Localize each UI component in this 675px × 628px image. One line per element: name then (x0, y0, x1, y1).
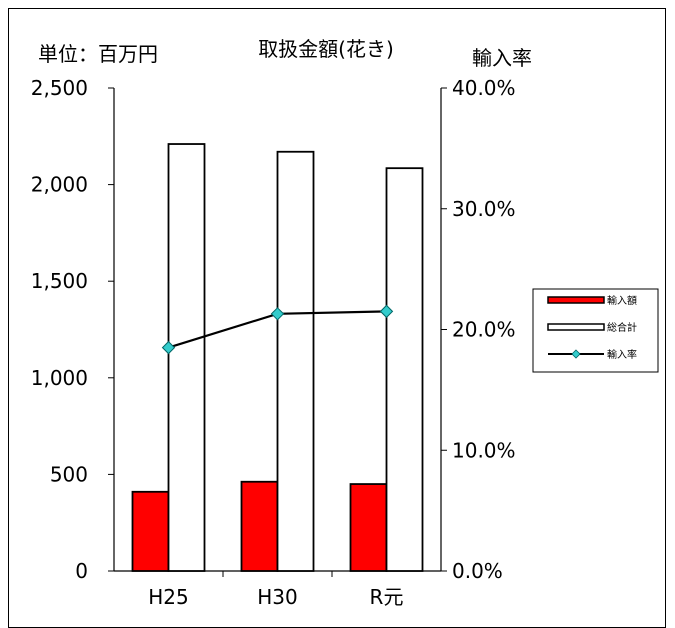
series-point-輸入率 (270, 307, 285, 321)
bar-総合計 (167, 143, 206, 572)
bar-輸入額 (240, 480, 279, 572)
labels-layer: 0 500 1,000 1,500 2,000 2,500 0.0% 10.0% 20.0% 30… (31, 37, 532, 609)
left-tick-label: 500 (50, 462, 88, 486)
series-point-輸入率 (379, 304, 394, 319)
right-tick-label: 10.0% (452, 438, 516, 462)
x-tick-label: H30 (257, 585, 298, 609)
left-axis-caption: 単位：百万円 (38, 42, 158, 66)
chart-title: 取扱金額(花き) (258, 37, 394, 61)
right-tick-label: 30.0% (452, 197, 516, 221)
bar-輸入額 (131, 490, 170, 572)
right-tick-label: 0.0% (452, 559, 503, 583)
left-tick-label: 0 (75, 559, 88, 583)
right-axis-caption: 輸入率 (472, 46, 532, 70)
legend-swatch-輸入額 (547, 296, 605, 304)
legend-label-輸入額: 輸入額 (607, 294, 637, 307)
bar-輸入額 (349, 483, 388, 572)
legend-marker-輸入率 (571, 349, 581, 359)
legend-label-輸入率: 輸入率 (607, 348, 637, 361)
left-tick-label: 1,000 (31, 366, 88, 390)
bars-layer (131, 143, 424, 572)
left-tick-label: 2,500 (31, 76, 88, 100)
x-tick-label: H25 (148, 585, 189, 609)
legend-label-総合計: 総合計 (607, 321, 637, 334)
bar-総合計 (385, 167, 424, 572)
right-tick-label: 20.0% (452, 318, 516, 342)
left-tick-label: 1,500 (31, 269, 88, 293)
line-layer (161, 304, 394, 355)
x-tick-label: R元 (370, 585, 404, 609)
bar-総合計 (276, 150, 315, 572)
legend-swatch-総合計 (547, 323, 605, 331)
right-tick-label: 40.0% (452, 76, 516, 100)
left-tick-label: 2,000 (31, 173, 88, 197)
series-point-輸入率 (161, 340, 176, 355)
